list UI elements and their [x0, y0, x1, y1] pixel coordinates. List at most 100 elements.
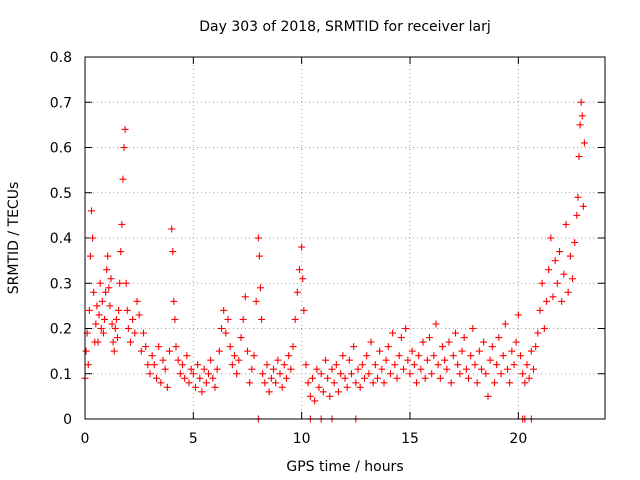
- data-point: [272, 379, 280, 387]
- data-point: [189, 370, 197, 378]
- data-point: [285, 352, 293, 360]
- data-point: [564, 288, 572, 296]
- data-point: [205, 370, 212, 378]
- data-point: [84, 361, 92, 369]
- data-point: [133, 297, 141, 305]
- data-point: [172, 343, 180, 351]
- data-point: [163, 383, 171, 391]
- data-point: [267, 374, 275, 382]
- data-point: [252, 297, 260, 305]
- data-point: [467, 352, 475, 360]
- data-point: [328, 365, 336, 373]
- data-point: [473, 379, 481, 387]
- data-point: [194, 361, 202, 369]
- data-point: [299, 275, 307, 283]
- data-point: [85, 306, 93, 314]
- data-point: [289, 343, 297, 351]
- data-point: [317, 370, 325, 378]
- data-point: [250, 352, 258, 360]
- data-point: [356, 383, 364, 391]
- data-point: [187, 365, 195, 373]
- data-point: [569, 275, 576, 283]
- data-point: [439, 343, 446, 351]
- data-point: [577, 98, 585, 106]
- data-point: [99, 329, 107, 337]
- data-point: [104, 252, 112, 260]
- data-point: [352, 379, 360, 387]
- data-point: [553, 279, 561, 287]
- y-tick-label: 0.5: [50, 186, 72, 202]
- data-point: [545, 266, 553, 274]
- data-point: [491, 379, 498, 387]
- data-point: [538, 279, 546, 287]
- data-point: [449, 352, 457, 360]
- data-point: [330, 379, 338, 387]
- x-tick-label: 15: [401, 431, 419, 447]
- data-point: [115, 306, 123, 314]
- data-point: [276, 370, 284, 378]
- data-point: [101, 315, 108, 323]
- data-point: [196, 374, 204, 382]
- data-point: [460, 334, 468, 342]
- data-point: [105, 284, 113, 292]
- data-point: [571, 239, 579, 247]
- data-point: [246, 379, 254, 387]
- data-point: [213, 365, 221, 373]
- data-point: [426, 334, 433, 342]
- data-point: [387, 370, 394, 378]
- data-point: [445, 338, 453, 346]
- data-point: [244, 347, 251, 355]
- data-point: [137, 347, 145, 355]
- data-point: [573, 211, 581, 219]
- data-point: [462, 365, 470, 373]
- tick-labels: 0 5 10 15 20 0 0.1 0.2 0.3 0.4 0.5 0.6 0.7 0.8: [50, 50, 528, 447]
- data-point: [261, 379, 269, 387]
- data-point: [371, 361, 379, 369]
- data-point: [419, 338, 427, 346]
- data-point: [112, 315, 120, 323]
- x-tick-label: 20: [509, 431, 527, 447]
- y-tick-label: 0.7: [50, 95, 72, 111]
- data-point: [519, 370, 527, 378]
- data-point: [155, 343, 163, 351]
- data-point: [309, 374, 316, 382]
- data-point: [506, 379, 514, 387]
- y-tick-label: 0.4: [50, 231, 72, 247]
- data-point: [124, 325, 132, 332]
- data-point: [291, 315, 299, 323]
- data-point: [222, 329, 230, 337]
- data-point: [517, 352, 524, 360]
- data-point: [98, 297, 106, 305]
- y-tick-label: 0.1: [50, 367, 72, 383]
- data-point: [534, 329, 542, 337]
- data-point: [566, 252, 574, 260]
- data-point: [109, 338, 117, 346]
- data-point: [92, 320, 100, 328]
- data-point: [237, 334, 245, 342]
- data-point: [504, 365, 511, 373]
- data-point: [382, 356, 390, 364]
- data-point: [443, 365, 451, 373]
- data-point: [114, 334, 121, 342]
- data-point: [265, 388, 273, 396]
- data-point: [202, 379, 210, 387]
- y-tick-label: 0.8: [50, 50, 72, 66]
- data-point: [110, 347, 118, 355]
- data-point: [324, 374, 332, 382]
- data-point: [365, 370, 373, 378]
- data-point: [169, 248, 177, 256]
- data-point: [283, 374, 290, 382]
- y-tick-label: 0.6: [50, 141, 72, 157]
- data-point: [452, 329, 459, 337]
- data-point: [447, 379, 455, 387]
- data-point: [108, 320, 116, 328]
- data-point: [161, 365, 169, 373]
- data-point: [484, 392, 492, 400]
- data-point: [120, 144, 128, 151]
- data-point: [200, 365, 208, 373]
- data-point: [122, 279, 130, 287]
- y-axis-label: SRMTID / TECUs: [6, 182, 22, 295]
- data-point: [228, 361, 236, 369]
- data-point: [254, 234, 262, 242]
